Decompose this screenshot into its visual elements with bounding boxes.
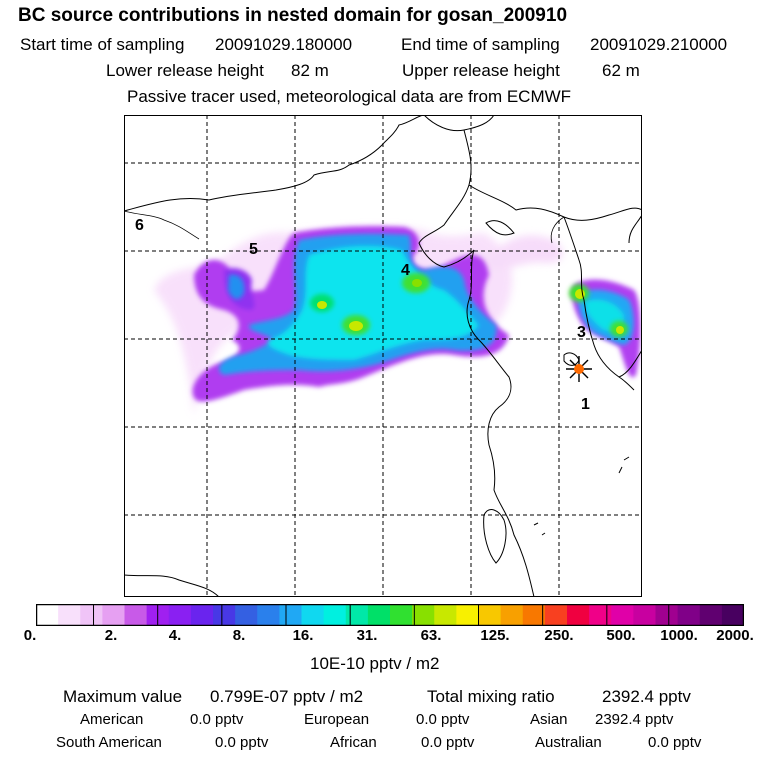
region-value: 0.0 pptv <box>648 734 702 751</box>
colorbar-tick: 31. <box>356 627 378 644</box>
colorbar-tick: 16. <box>292 627 314 644</box>
colorbar-cell <box>522 604 546 626</box>
region-name: Australian <box>535 734 602 751</box>
page-title: BC source contributions in nested domain… <box>18 5 568 26</box>
colorbar-cell <box>412 604 435 626</box>
max-value-label: Maximum value <box>63 687 183 706</box>
colorbar-cell <box>434 604 457 626</box>
upper-release-label: Upper release height <box>402 61 560 80</box>
colorbar-tick: 63. <box>420 627 442 644</box>
colorbar-tick: 8. <box>232 627 246 644</box>
total-mixing-label: Total mixing ratio <box>427 687 555 706</box>
colorbar-cell <box>478 604 502 626</box>
map-frame <box>124 115 642 597</box>
borders <box>124 210 565 244</box>
region-label-3: 3 <box>577 324 586 341</box>
colorbar-cell <box>279 604 303 626</box>
region-name: South American <box>56 734 162 751</box>
colorbar <box>36 604 744 626</box>
source-contribution-map <box>124 115 642 597</box>
region-name: Asian <box>530 711 568 728</box>
colorbar-tick: 2000. <box>716 627 754 644</box>
region-value: 0.0 pptv <box>416 711 470 728</box>
colorbar-tick: 4. <box>168 627 182 644</box>
colorbar-unit: 10E-10 pptv / m2 <box>310 654 440 673</box>
region-label-1: 1 <box>581 396 590 413</box>
colorbar-cell <box>36 604 59 626</box>
colorbar-cell <box>102 604 126 626</box>
colorbar-tick: 500. <box>606 627 636 644</box>
colorbar-cell <box>213 604 236 626</box>
region-value: 0.0 pptv <box>190 711 244 728</box>
colorbar-tick: 250. <box>544 627 574 644</box>
max-value: 0.799E-07 pptv / m2 <box>210 687 364 706</box>
region-value: 0.0 pptv <box>421 734 475 751</box>
colorbar-cell <box>655 604 679 626</box>
colorbar-tick: 2. <box>104 627 118 644</box>
colorbar-cell <box>58 604 81 626</box>
colorbar-cell <box>677 604 701 626</box>
contribution-field <box>154 226 641 415</box>
colorbar-cell <box>567 604 590 626</box>
colorbar-cell <box>699 604 723 626</box>
region-label-6: 6 <box>135 217 144 234</box>
colorbar-cell <box>257 604 280 626</box>
end-time-value: 20091029.210000 <box>590 35 728 54</box>
colorbar-cell <box>456 604 480 626</box>
lat-lon-grid <box>124 115 642 597</box>
colorbar-cell <box>235 604 258 626</box>
colorbar-cell <box>168 604 192 626</box>
total-mixing-value: 2392.4 pptv <box>602 687 691 706</box>
colorbar-cell <box>500 604 524 626</box>
colorbar-cell <box>544 604 568 626</box>
colorbar-tick: 0. <box>23 627 37 644</box>
colorbar-cell <box>611 604 634 626</box>
start-time-value: 20091029.180000 <box>215 35 353 54</box>
tracer-note: Passive tracer used, meteorological data… <box>127 87 572 106</box>
colorbar-cell <box>367 604 391 626</box>
region-name: European <box>304 711 370 728</box>
colorbar-cell <box>721 604 744 626</box>
colorbar-cell <box>301 604 325 626</box>
colorbar-cell <box>323 604 347 626</box>
colorbar-cell <box>190 604 214 626</box>
colorbar-cell <box>633 604 657 626</box>
start-time-label: Start time of sampling <box>20 35 185 54</box>
receptor-star-icon <box>566 356 592 382</box>
region-name: American <box>80 711 144 728</box>
colorbar-cell <box>124 604 148 626</box>
colorbar-cell <box>390 604 413 626</box>
region-value: 0.0 pptv <box>215 734 269 751</box>
colorbar-cell <box>345 604 369 626</box>
colorbar-tick: 1000. <box>660 627 698 644</box>
region-label-5: 5 <box>249 241 258 258</box>
lower-release-label: Lower release height <box>106 61 264 80</box>
colorbar-cell <box>589 604 612 626</box>
region-label-4: 4 <box>401 262 410 279</box>
region-name: African <box>330 734 377 751</box>
upper-release-value: 62 m <box>602 61 640 80</box>
lower-release-value: 82 m <box>291 61 329 80</box>
coastlines <box>124 115 642 597</box>
colorbar-tick: 125. <box>480 627 510 644</box>
colorbar-cell <box>80 604 103 626</box>
region-value: 2392.4 pptv <box>595 711 674 728</box>
end-time-label: End time of sampling <box>401 35 560 54</box>
